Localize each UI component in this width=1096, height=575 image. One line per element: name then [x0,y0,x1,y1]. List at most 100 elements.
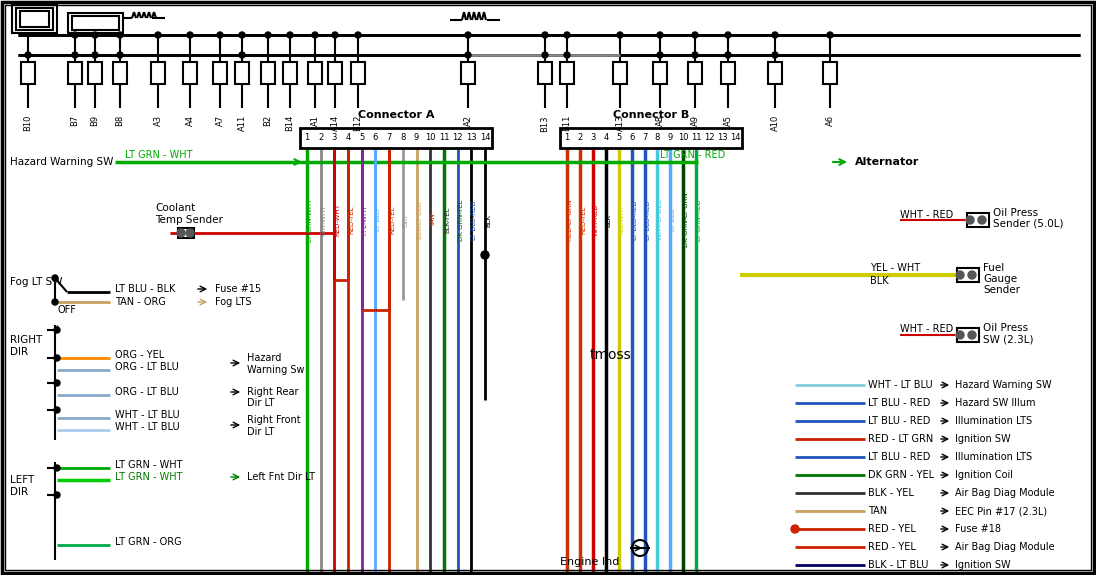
Bar [261,62,275,84]
Circle shape [332,32,338,38]
Text: LT GRN - WHT: LT GRN - WHT [115,472,183,482]
Circle shape [54,407,60,413]
Text: B10: B10 [23,115,33,131]
Bar [88,62,102,84]
Text: B2: B2 [263,115,273,126]
Bar [823,62,837,84]
Text: LT BLU-RED: LT BLU-RED [644,200,651,240]
Text: Warning Sw: Warning Sw [247,365,305,375]
Text: 4: 4 [603,133,608,143]
Circle shape [617,32,623,38]
Text: 6: 6 [373,133,378,143]
Text: B8: B8 [115,115,125,126]
Bar [235,62,249,84]
Text: Right Front: Right Front [247,415,300,425]
Text: Oil Press: Oil Press [993,208,1038,218]
Text: LT GRN - WHT: LT GRN - WHT [115,460,183,470]
Circle shape [52,299,58,305]
Text: RED - YEL: RED - YEL [868,524,916,534]
Text: 11: 11 [438,133,449,143]
Text: A1: A1 [310,115,320,126]
Text: Illumination LTS: Illumination LTS [955,416,1032,426]
Text: Hazard: Hazard [247,353,282,363]
Text: RIGHT: RIGHT [10,335,43,345]
Text: DIR: DIR [10,347,28,357]
Bar [538,62,552,84]
Text: tmoss: tmoss [590,348,631,362]
Text: B7: B7 [70,115,80,126]
Circle shape [312,32,318,38]
Text: 3: 3 [590,133,595,143]
Text: GRY: GRY [403,213,409,227]
Text: DIR: DIR [10,487,28,497]
Text: 10: 10 [425,133,435,143]
Circle shape [52,275,58,281]
Circle shape [827,32,833,38]
Text: 7: 7 [642,133,648,143]
Text: A2: A2 [464,115,472,126]
Text: Ignition SW: Ignition SW [955,560,1011,570]
Text: B14: B14 [285,115,295,131]
Text: 11: 11 [690,133,701,143]
Bar [461,62,475,84]
Bar [68,13,123,33]
Circle shape [187,32,193,38]
Bar [12,5,57,33]
Text: RED-YEL: RED-YEL [580,206,586,234]
Text: ORG - LT BLU: ORG - LT BLU [115,387,179,397]
Text: Temp Sender: Temp Sender [155,215,222,225]
Text: B13: B13 [540,115,549,132]
Circle shape [956,271,964,279]
Bar [68,62,82,84]
Circle shape [155,32,161,38]
Text: B11: B11 [562,115,571,131]
Circle shape [117,52,123,58]
Text: RED-LT GRN: RED-LT GRN [567,199,573,241]
Text: 2: 2 [318,133,323,143]
Text: TAN - ORG: TAN - ORG [115,297,165,307]
Text: Fog LTS: Fog LTS [215,297,251,307]
Text: 8: 8 [654,133,660,143]
Text: Right Rear: Right Rear [247,387,298,397]
Text: LT BLU - RED: LT BLU - RED [868,398,931,408]
Circle shape [25,52,31,58]
Circle shape [543,52,548,58]
Text: Coolant: Coolant [155,203,195,213]
Circle shape [772,52,778,58]
Text: SW (2.3L): SW (2.3L) [983,334,1034,344]
Text: LT BLU-RED: LT BLU-RED [631,200,638,240]
Bar [351,62,365,84]
Text: 1: 1 [564,133,570,143]
Circle shape [692,52,698,58]
Bar [213,62,227,84]
Circle shape [465,52,471,58]
Bar [328,62,342,84]
Text: RED-YEL: RED-YEL [389,206,396,234]
Circle shape [968,331,977,339]
Text: 13: 13 [466,133,477,143]
Bar [957,328,979,342]
Text: TAN: TAN [431,213,436,227]
Text: WHT - RED: WHT - RED [900,210,954,220]
Bar [178,228,194,238]
Text: 2: 2 [578,133,583,143]
Circle shape [92,52,98,58]
Text: 7: 7 [387,133,392,143]
Text: 3: 3 [332,133,338,143]
Text: Dir LT: Dir LT [247,398,274,408]
Circle shape [92,32,98,38]
Text: LT GRN - WHT: LT GRN - WHT [125,150,193,160]
Text: A10: A10 [770,115,779,131]
Text: OFF: OFF [57,305,76,315]
Text: LT BLU - RED: LT BLU - RED [868,452,931,462]
Circle shape [465,32,471,38]
Text: 10: 10 [678,133,688,143]
Text: ORG - LT BLU: ORG - LT BLU [115,362,179,372]
Circle shape [72,52,78,58]
Circle shape [968,271,977,279]
Circle shape [117,32,123,38]
Text: DK GRN-YEL: DK GRN-YEL [458,200,464,241]
Bar [967,213,989,227]
Text: Oil Press: Oil Press [983,323,1028,333]
Circle shape [966,216,974,224]
